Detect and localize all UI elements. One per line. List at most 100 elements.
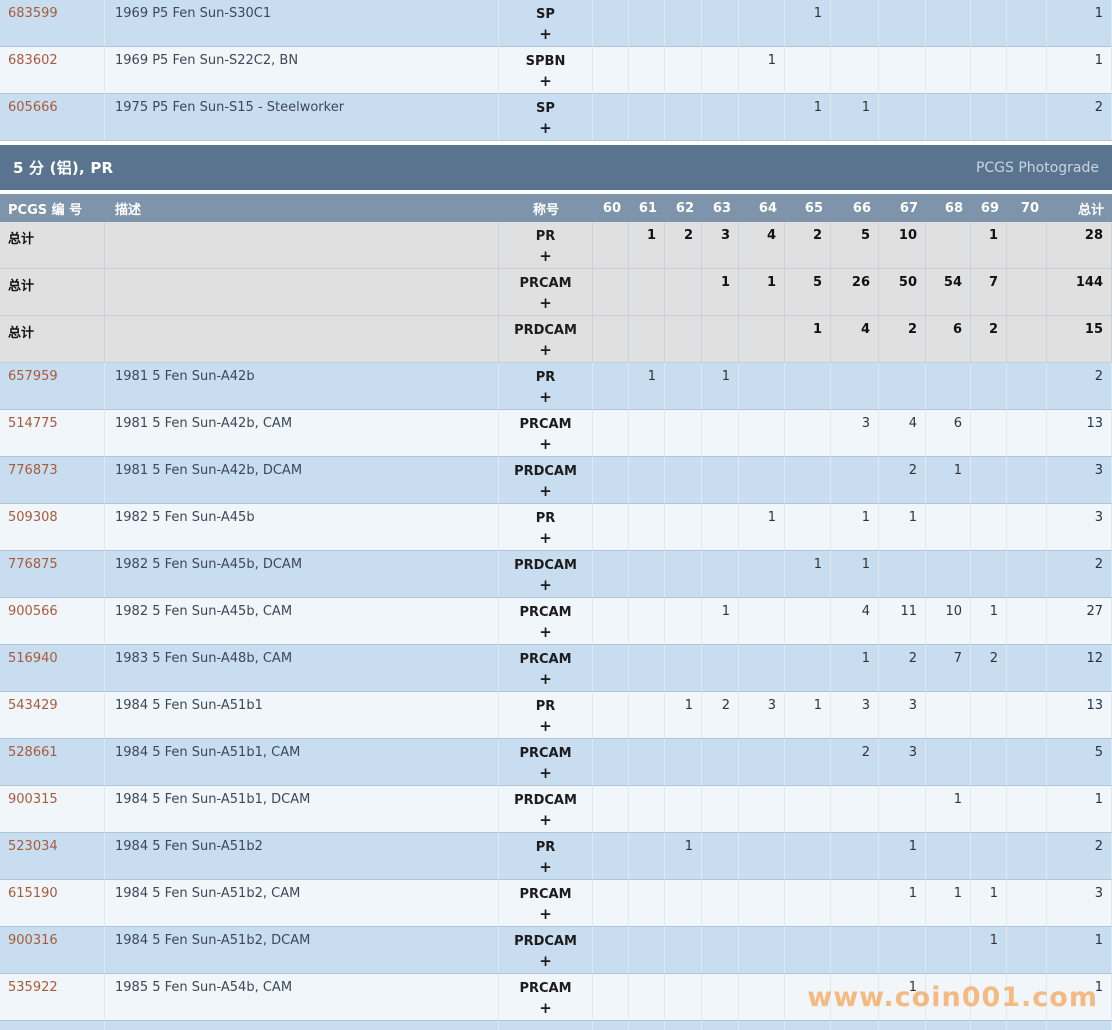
pcgs-number-link[interactable]: 615190: [8, 886, 58, 901]
grade-cell-70: [1007, 363, 1047, 410]
column-header-pcgs-number: PCGS 编 号: [0, 194, 105, 222]
grade-cell-65: [785, 363, 831, 410]
pcgs-photograde-link[interactable]: PCGS Photograde: [975, 159, 1099, 176]
grade-cell-62: 2: [665, 222, 702, 269]
grade-cell-64: [739, 410, 785, 457]
grade-cell-60: [593, 316, 629, 363]
table-row: 605666 1975 P5 Fen Sun-S15 - Steelworker S…: [0, 94, 1112, 141]
grade-cell-60: [593, 94, 629, 141]
pcgs-number-link[interactable]: 535922: [8, 980, 58, 995]
table-row: 900315 1984 5 Fen Sun-A51b1, DCAM PRDCAM +1…: [0, 786, 1112, 833]
designation-cell: PRCAM +: [499, 880, 593, 927]
expand-plus-link[interactable]: +: [539, 858, 552, 876]
pcgs-number-link[interactable]: 657959: [8, 369, 58, 384]
grade-cell-67: [879, 363, 926, 410]
expand-plus-link[interactable]: +: [539, 952, 552, 970]
description-cell: 1969 P5 Fen Sun-S22C2, BN: [105, 47, 499, 94]
grade-cell-63: 3: [702, 222, 739, 269]
expand-plus-link[interactable]: +: [539, 764, 552, 782]
pcgs-number-link[interactable]: 776873: [8, 463, 58, 478]
expand-plus-link[interactable]: +: [539, 435, 552, 453]
description-cell: [105, 269, 499, 316]
total-cell: 2: [1047, 833, 1112, 880]
grade-cell-66: 4: [831, 598, 879, 645]
grade-cell-60: [593, 927, 629, 974]
pcgs-number-link[interactable]: 516940: [8, 651, 58, 666]
grade-cell-64: [739, 363, 785, 410]
partial-cell: [665, 1021, 702, 1030]
grade-cell-67: 50: [879, 269, 926, 316]
expand-plus-link[interactable]: +: [539, 388, 552, 406]
column-header-grade-64: 64: [739, 194, 785, 222]
grade-cell-70: [1007, 645, 1047, 692]
pcgs-number-link[interactable]: 509308: [8, 510, 58, 525]
grade-cell-70: [1007, 833, 1047, 880]
expand-plus-link[interactable]: +: [539, 294, 552, 312]
pcgs-number-link[interactable]: 683602: [8, 53, 58, 68]
expand-plus-link[interactable]: +: [539, 341, 552, 359]
expand-plus-link[interactable]: +: [539, 25, 552, 43]
table-row: 657959 1981 5 Fen Sun-A42b PR +1 1 2: [0, 363, 1112, 410]
grade-cell-66: 1: [831, 551, 879, 598]
expand-plus-link[interactable]: +: [539, 529, 552, 547]
grade-cell-69: [971, 457, 1007, 504]
pcgs-number-link[interactable]: 528661: [8, 745, 58, 760]
designation-cell: PR +: [499, 692, 593, 739]
pcgs-number-cell: 535922: [0, 974, 105, 1021]
expand-plus-link[interactable]: +: [539, 670, 552, 688]
pcgs-number-link[interactable]: 900316: [8, 933, 58, 948]
grade-cell-68: 6: [926, 316, 971, 363]
pcgs-number-link[interactable]: 683599: [8, 6, 58, 21]
grade-cell-67: 2: [879, 316, 926, 363]
table-row: 683599 1969 P5 Fen Sun-S30C1 SP +1 1: [0, 0, 1112, 47]
expand-plus-link[interactable]: +: [539, 576, 552, 594]
grade-cell-70: [1007, 47, 1047, 94]
pcgs-number-link[interactable]: 776875: [8, 557, 58, 572]
grade-cell-67: [879, 47, 926, 94]
expand-plus-link[interactable]: +: [539, 717, 552, 735]
description-cell: 1984 5 Fen Sun-A51b1, CAM: [105, 739, 499, 786]
expand-plus-link[interactable]: +: [539, 119, 552, 137]
pcgs-number-link[interactable]: 543429: [8, 698, 58, 713]
grade-cell-64: [739, 645, 785, 692]
pcgs-number-link[interactable]: 900566: [8, 604, 58, 619]
column-header-grade-67: 67: [879, 194, 926, 222]
expand-plus-link[interactable]: +: [539, 905, 552, 923]
column-header-grade-61: 61: [629, 194, 665, 222]
total-row: 总计 PR +1 2 3 4 2 5 10 1 28: [0, 222, 1112, 269]
grade-cell-60: [593, 269, 629, 316]
total-cell: 12: [1047, 645, 1112, 692]
description-cell: 1984 5 Fen Sun-A51b2, CAM: [105, 880, 499, 927]
grade-cell-63: [702, 0, 739, 47]
grade-cell-63: [702, 645, 739, 692]
pcgs-number-link[interactable]: 605666: [8, 100, 58, 115]
expand-plus-link[interactable]: +: [539, 623, 552, 641]
grade-cell-60: [593, 786, 629, 833]
pcgs-number-link[interactable]: 523034: [8, 839, 58, 854]
expand-plus-link[interactable]: +: [539, 811, 552, 829]
pcgs-number-cell: 900566: [0, 598, 105, 645]
description-cell: 1985 5 Fen Sun-A54b, CAM: [105, 974, 499, 1021]
column-header-grade-68: 68: [926, 194, 971, 222]
designation-label: PRCAM: [519, 746, 572, 761]
expand-plus-link[interactable]: +: [539, 999, 552, 1017]
expand-plus-link[interactable]: +: [539, 72, 552, 90]
designation-cell: SP +: [499, 0, 593, 47]
grade-cell-64: [739, 927, 785, 974]
grade-cell-68: [926, 504, 971, 551]
grade-cell-64: 1: [739, 47, 785, 94]
designation-label: PRCAM: [519, 276, 572, 291]
designation-label: PRCAM: [519, 652, 572, 667]
description-cell: 1984 5 Fen Sun-A51b2, DCAM: [105, 927, 499, 974]
expand-plus-link[interactable]: +: [539, 247, 552, 265]
grade-cell-63: [702, 833, 739, 880]
grade-cell-65: [785, 598, 831, 645]
partial-cell: [739, 1021, 785, 1030]
grade-cell-61: 1: [629, 222, 665, 269]
grade-cell-62: [665, 457, 702, 504]
column-header-grade-60: 60: [593, 194, 629, 222]
pcgs-number-link[interactable]: 900315: [8, 792, 58, 807]
expand-plus-link[interactable]: +: [539, 482, 552, 500]
grade-cell-69: [971, 551, 1007, 598]
pcgs-number-link[interactable]: 514775: [8, 416, 58, 431]
